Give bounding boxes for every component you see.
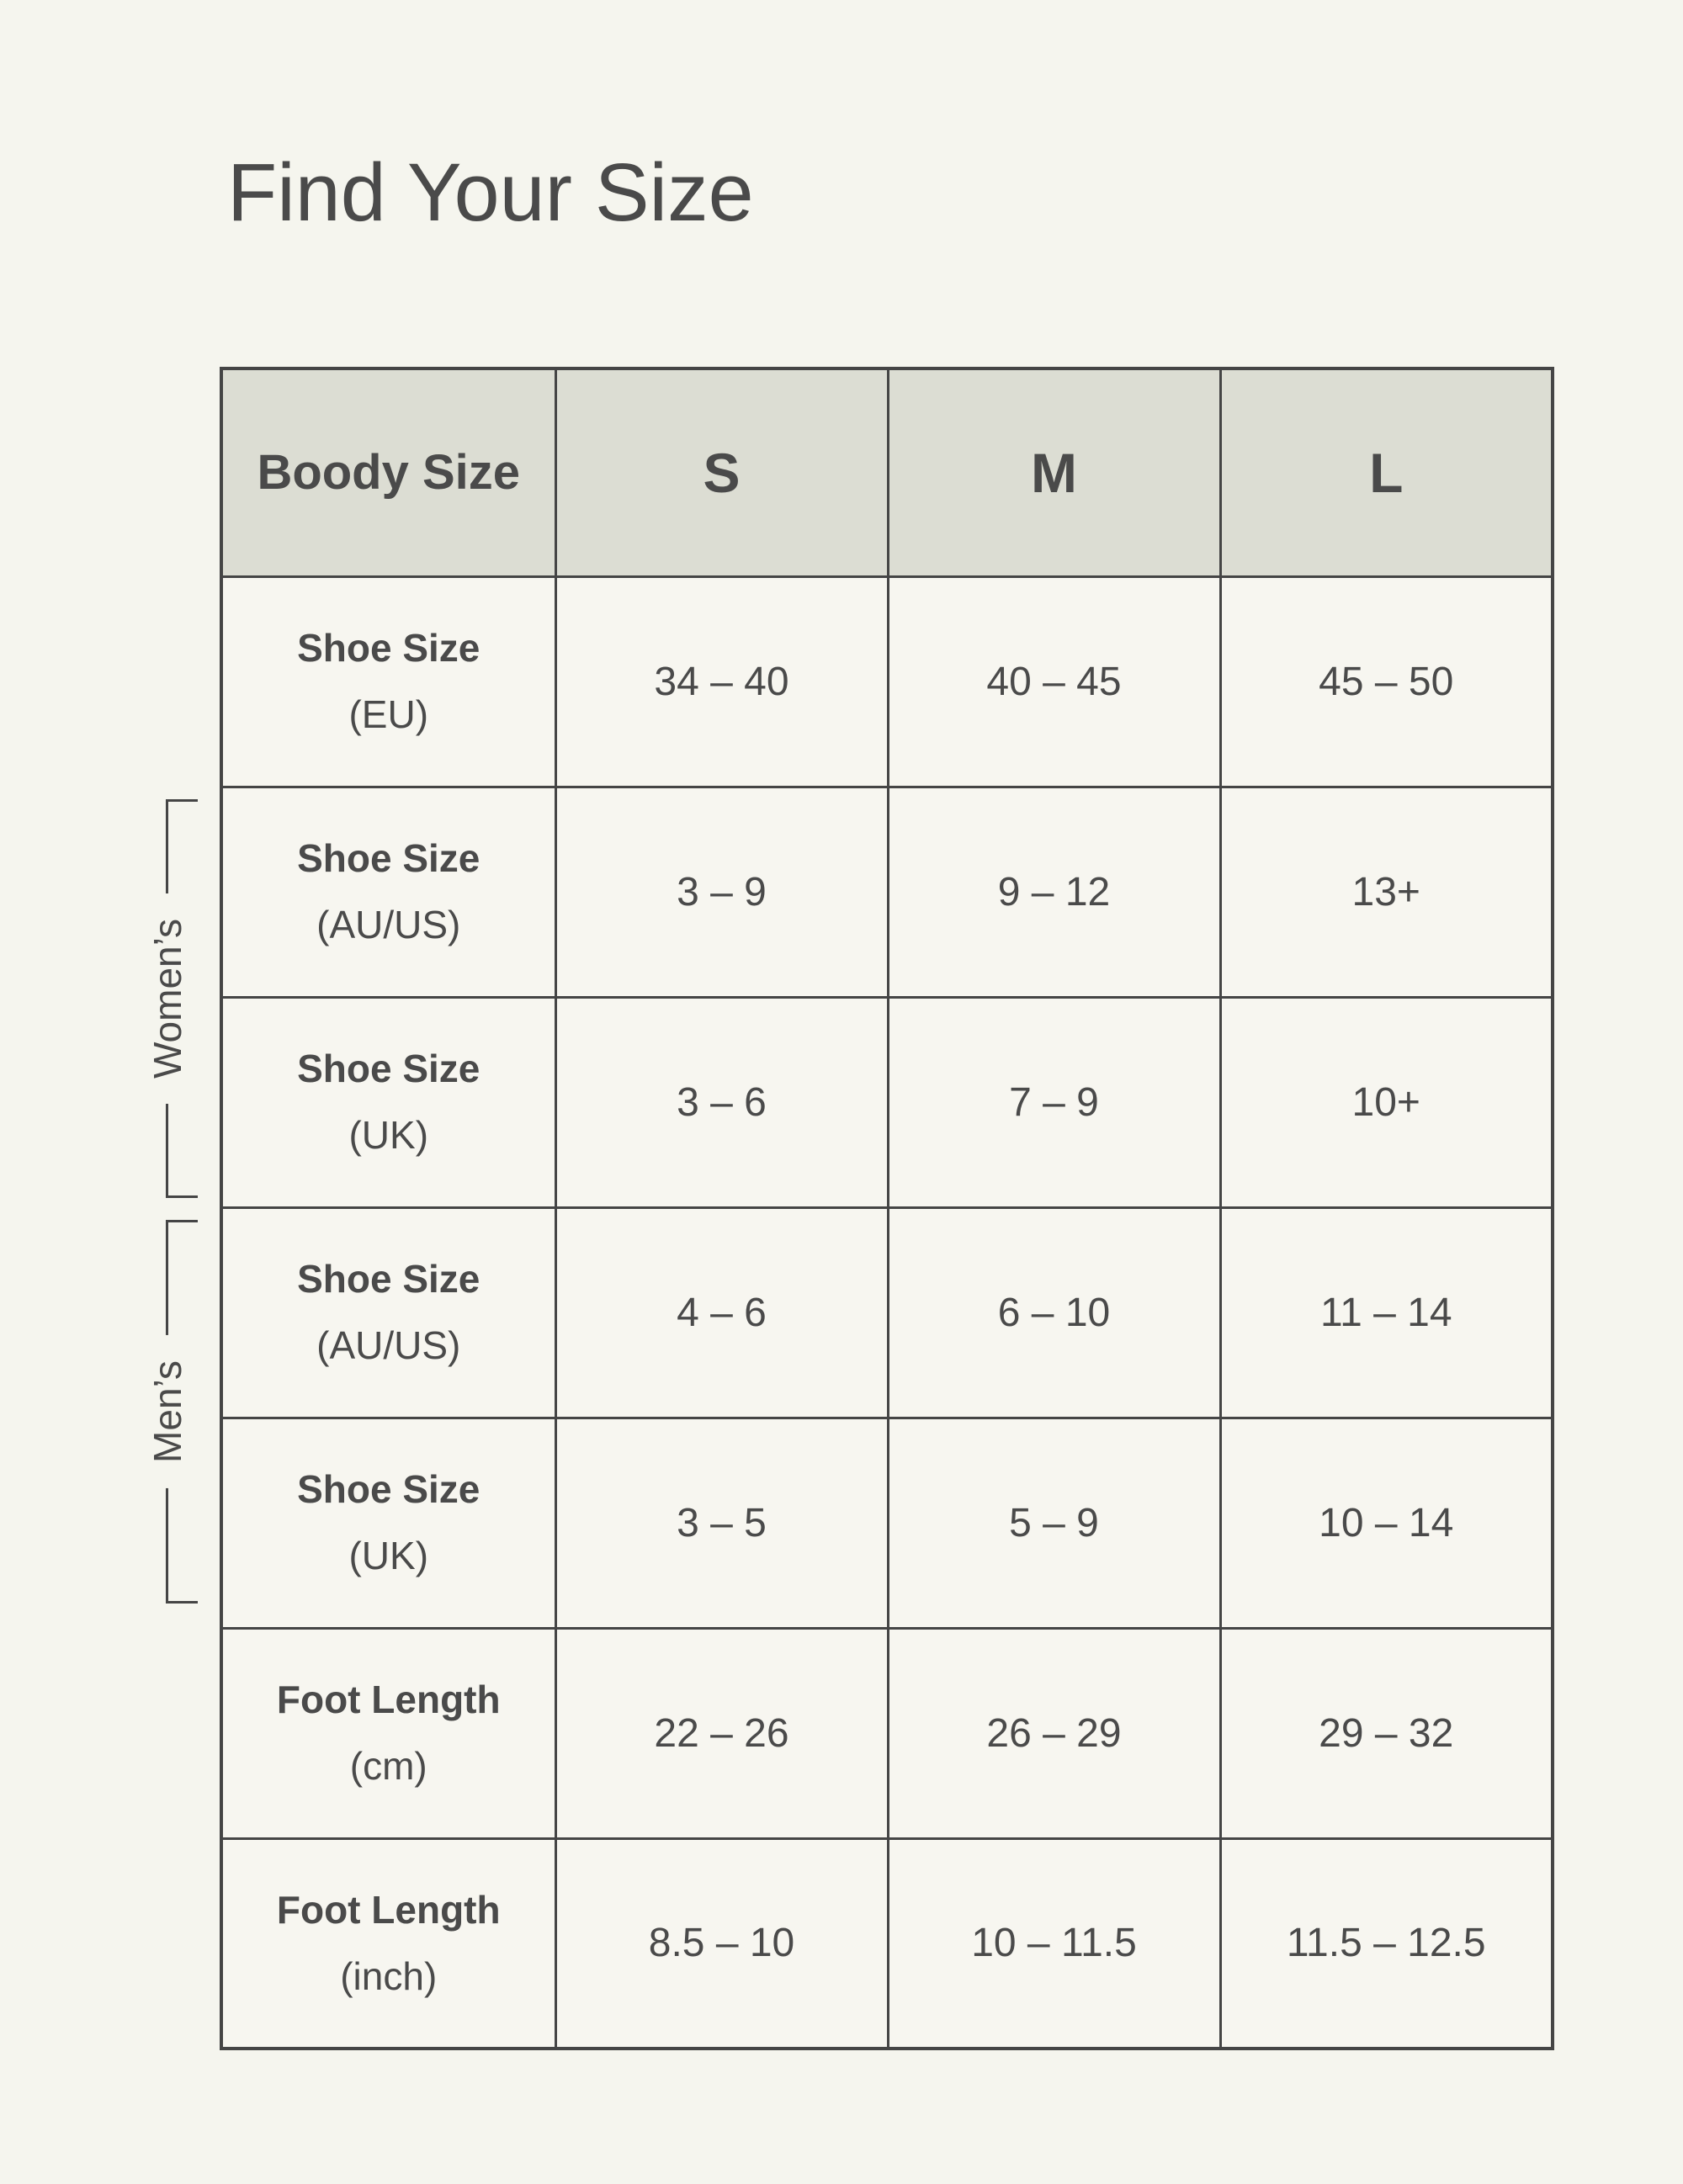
cell-value: 9 – 12 [886,785,1222,999]
row-label: Foot Length [276,1887,501,1932]
cell-value: 26 – 29 [886,1626,1222,1840]
row-label: Shoe Size [297,1466,480,1511]
table-header: Boody Size S M L [220,367,1554,578]
row-sublabel: (AU/US) [316,903,461,946]
cell-value: 11 – 14 [1218,1206,1554,1419]
cell-value: 5 – 9 [886,1416,1222,1630]
cell-value: 3 – 5 [554,1416,889,1630]
row-header-cell: Shoe Size (AU/US) [220,785,557,999]
cell-value: 4 – 6 [554,1206,889,1419]
table-header-row: Boody Size S M L [220,367,1554,578]
cell-value: 7 – 9 [886,995,1222,1209]
row-label: Foot Length [276,1677,501,1721]
header-cell-size-l: L [1218,367,1554,578]
row-label: Shoe Size [297,1046,480,1090]
cell-value: 10 – 11.5 [886,1837,1222,2050]
table-body: Shoe Size (EU) 34 – 40 40 – 45 45 – 50 Shoe S… [220,575,1554,2050]
size-chart-table: Boody Size S M L Shoe Size (EU) 34 – 40 40 – 4… [220,367,1554,2050]
row-label: Shoe Size [297,1256,480,1301]
womens-group-label: Women’s [138,893,197,1105]
row-label: Shoe Size [297,625,480,670]
row-header-cell: Foot Length (inch) [220,1837,557,2050]
row-header-cell: Foot Length (cm) [220,1626,557,1840]
cell-value: 29 – 32 [1218,1626,1554,1840]
row-sublabel: (inch) [340,1953,438,1998]
table-row: Shoe Size (EU) 34 – 40 40 – 45 45 – 50 [220,575,1554,788]
cell-value: 11.5 – 12.5 [1218,1837,1554,2050]
page-title: Find Your Size [227,146,754,238]
row-sublabel: (EU) [348,692,429,736]
row-sublabel: (UK) [348,1534,429,1577]
row-header-cell: Shoe Size (UK) [220,1416,557,1630]
cell-value: 6 – 10 [886,1206,1222,1419]
cell-value: 13+ [1218,785,1554,999]
row-header-cell: Shoe Size (EU) [220,575,557,788]
cell-value: 45 – 50 [1218,575,1554,788]
header-cell-row-title: Boody Size [220,367,557,578]
cell-value: 10 – 14 [1218,1416,1554,1630]
table-row: Foot Length (inch) 8.5 – 10 10 – 11.5 11.5 –… [220,1837,1554,2050]
row-label: Shoe Size [297,835,480,880]
cell-value: 8.5 – 10 [554,1837,889,2050]
row-sublabel: (UK) [348,1113,429,1157]
row-header-cell: Shoe Size (UK) [220,995,557,1209]
row-sublabel: (cm) [349,1744,427,1788]
cell-value: 40 – 45 [886,575,1222,788]
mens-group-label: Men’s [138,1335,197,1488]
row-header-cell: Shoe Size (AU/US) [220,1206,557,1419]
header-cell-size-s: S [554,367,889,578]
row-sublabel: (AU/US) [316,1323,461,1367]
cell-value: 10+ [1218,995,1554,1209]
cell-value: 34 – 40 [554,575,889,788]
cell-value: 3 – 6 [554,995,889,1209]
table-row: Foot Length (cm) 22 – 26 26 – 29 29 – 32 [220,1626,1554,1840]
cell-value: 22 – 26 [554,1626,889,1840]
cell-value: 3 – 9 [554,785,889,999]
header-cell-size-m: M [886,367,1222,578]
